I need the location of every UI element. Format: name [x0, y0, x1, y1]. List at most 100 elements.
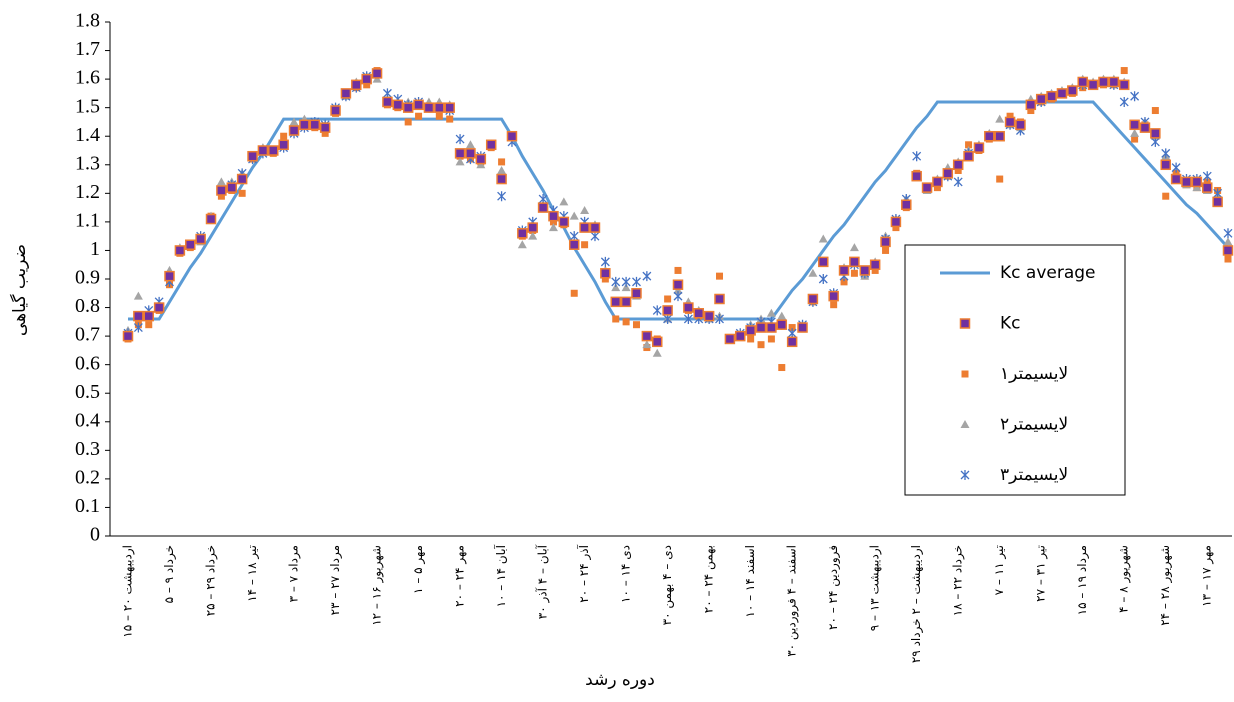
data-point [444, 102, 455, 113]
data-point [662, 305, 673, 316]
data-point [145, 321, 153, 329]
data-point [747, 335, 755, 343]
data-point [776, 319, 788, 330]
data-point [236, 173, 248, 185]
y-tick-label: 1.1 [75, 209, 100, 231]
x-tick-label: ۲۹ اردیبهشت – ۲ خرداد [909, 545, 924, 663]
data-point [683, 302, 694, 313]
data-point [133, 310, 144, 322]
data-point [714, 293, 725, 305]
data-point [205, 213, 217, 225]
data-point [611, 283, 621, 292]
x-tick-label: ۲۰ – ۲۴ مهر [453, 545, 468, 607]
data-point [767, 335, 775, 343]
x-tick-label: ۲۷ – ۳۱ تیر [1034, 545, 1049, 602]
data-point [869, 259, 881, 270]
data-point [226, 182, 238, 193]
data-point [423, 102, 435, 113]
x-tick-label: ۱۰ – ۱۴ آبان [493, 544, 508, 607]
data-point [652, 305, 662, 316]
data-point [952, 159, 964, 171]
data-point [455, 134, 465, 145]
data-point [778, 364, 786, 372]
data-point [818, 234, 828, 243]
data-point [911, 170, 922, 182]
data-point [849, 256, 860, 268]
data-point [309, 119, 321, 131]
data-point [892, 224, 900, 232]
data-point [995, 114, 1005, 123]
x-tick-label: ۱۸ – ۲۲ خرداد [951, 545, 966, 616]
data-point [1006, 112, 1014, 120]
data-point [216, 185, 227, 196]
data-point [620, 296, 632, 308]
data-point [1160, 159, 1171, 171]
data-point [683, 313, 693, 324]
data-point [1170, 173, 1182, 185]
data-point [818, 256, 829, 268]
data-point [849, 243, 859, 252]
data-point [1035, 93, 1047, 105]
data-point [901, 199, 912, 211]
data-point [1223, 237, 1233, 246]
data-point [965, 141, 973, 149]
data-point [652, 348, 662, 357]
data-point [1223, 228, 1233, 239]
data-point [600, 268, 611, 279]
data-point [828, 290, 839, 302]
y-tick-label: 0.5 [75, 381, 100, 403]
data-point [859, 265, 871, 276]
data-point [454, 148, 466, 159]
data-point [1224, 255, 1232, 263]
data-point [217, 192, 225, 200]
data-point [435, 112, 443, 120]
data-point [642, 271, 652, 282]
legend-label: Kc average [1000, 263, 1096, 283]
y-tick-label: 0.9 [75, 267, 100, 289]
data-point [994, 130, 1005, 142]
data-point [642, 340, 652, 349]
y-tick-label: 0.2 [75, 466, 100, 488]
data-point [340, 88, 352, 99]
data-point [890, 216, 902, 228]
data-point [745, 325, 756, 336]
data-point [455, 157, 465, 166]
x-tick-label: ۵ – ۹ خرداد [162, 545, 177, 603]
data-point [1203, 178, 1211, 186]
data-point [497, 191, 507, 202]
data-point [174, 245, 186, 256]
data-point [465, 148, 476, 159]
data-point [1120, 67, 1128, 75]
data-point [871, 266, 879, 274]
data-point [1077, 76, 1088, 88]
data-point [1087, 79, 1099, 91]
data-point [954, 166, 962, 174]
data-point [268, 145, 279, 156]
data-point [622, 318, 630, 326]
data-point [1162, 192, 1170, 200]
y-tick-label: 1 [90, 238, 100, 260]
data-point [247, 150, 258, 162]
data-point [1067, 85, 1078, 96]
data-point [724, 333, 736, 345]
data-point [143, 310, 155, 322]
data-point [641, 330, 653, 342]
data-point [122, 330, 134, 342]
data-point [601, 275, 609, 283]
data-point [363, 81, 371, 89]
x-tick-label: ۱۳ – ۱۷ مهر [1200, 545, 1215, 607]
x-axis-title: دوره رشد [585, 670, 655, 690]
data-point [133, 322, 143, 333]
data-point [838, 265, 850, 276]
data-point [446, 115, 454, 123]
data-point [361, 73, 372, 85]
x-tick-label: ۳۰ دی – ۴ بهمن [660, 545, 675, 625]
data-point [288, 125, 300, 136]
data-point [579, 222, 590, 233]
data-point [632, 321, 640, 329]
data-point [807, 293, 819, 305]
data-point [1027, 107, 1035, 115]
data-point [1130, 91, 1140, 102]
data-point [880, 236, 891, 248]
data-point [506, 130, 518, 142]
